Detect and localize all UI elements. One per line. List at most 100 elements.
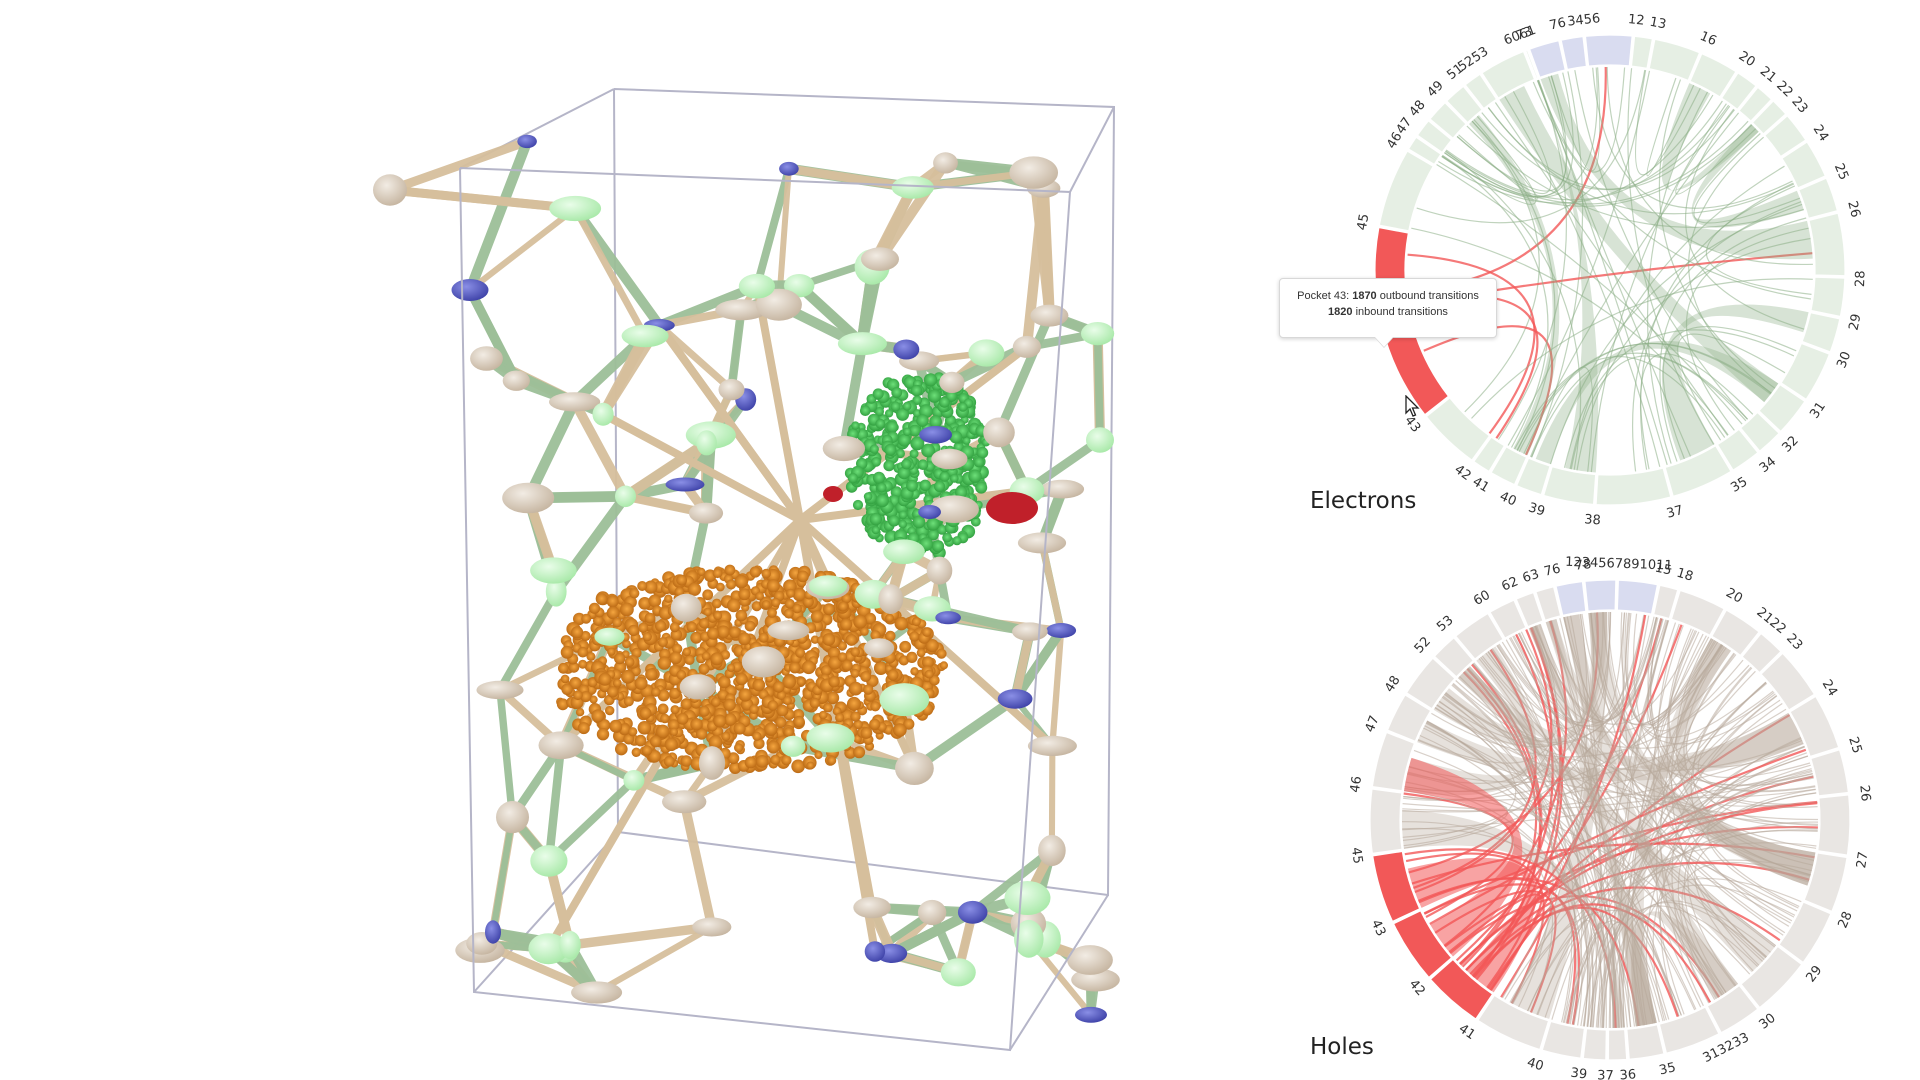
pocket-arc[interactable] bbox=[1670, 589, 1725, 637]
pocket-arc[interactable] bbox=[1781, 141, 1827, 189]
pocket-arc[interactable] bbox=[1720, 72, 1757, 111]
pocket-arc[interactable] bbox=[1584, 34, 1633, 67]
pocket-arc[interactable] bbox=[1489, 599, 1527, 639]
pocket-arc[interactable] bbox=[1445, 85, 1483, 124]
pocket-arc[interactable] bbox=[1477, 994, 1550, 1051]
pocket-arc[interactable] bbox=[1490, 445, 1528, 486]
pocket-arc[interactable] bbox=[1481, 50, 1536, 99]
pocket-arc[interactable] bbox=[1810, 276, 1846, 318]
pocket-arc[interactable] bbox=[1751, 100, 1787, 135]
pocket-arc[interactable] bbox=[1763, 114, 1807, 158]
transition-tube bbox=[597, 330, 651, 420]
pocket-arc[interactable] bbox=[1741, 632, 1782, 674]
pocket-arc[interactable] bbox=[1817, 794, 1851, 856]
orange-cluster-particle bbox=[669, 727, 679, 737]
pocket-arc[interactable] bbox=[1797, 177, 1839, 220]
pocket-arc[interactable] bbox=[1374, 226, 1450, 416]
orange-cluster-particle bbox=[850, 668, 860, 678]
pocket-arc[interactable] bbox=[1789, 695, 1840, 758]
pocket-arc[interactable] bbox=[1560, 35, 1588, 71]
pocket-arc[interactable] bbox=[1386, 694, 1432, 743]
green-cluster-particle bbox=[902, 401, 912, 411]
pocket-arc[interactable] bbox=[1584, 579, 1617, 612]
pocket-arc[interactable] bbox=[1416, 119, 1453, 154]
pocket-node bbox=[780, 735, 806, 757]
pocket-arc[interactable] bbox=[1626, 1023, 1665, 1060]
electrons-ring[interactable] bbox=[1374, 34, 1846, 506]
pocket-arc[interactable] bbox=[1454, 612, 1504, 660]
transition-chord bbox=[1640, 353, 1754, 470]
pocket-arc[interactable] bbox=[1658, 1006, 1720, 1054]
pocket-arc[interactable] bbox=[1739, 411, 1780, 452]
pocket-arc[interactable] bbox=[1369, 788, 1403, 855]
pocket-arc[interactable] bbox=[1429, 958, 1494, 1020]
green-cluster-particle bbox=[884, 443, 897, 456]
pocket-arc[interactable] bbox=[1760, 652, 1816, 711]
pocket-arc[interactable] bbox=[1541, 1020, 1586, 1059]
pocket-arc[interactable] bbox=[1808, 212, 1846, 277]
transition-chord bbox=[1404, 790, 1590, 1027]
pocket-arc[interactable] bbox=[1473, 436, 1506, 473]
green-cluster-particle bbox=[847, 473, 859, 484]
pocket-arc[interactable] bbox=[1716, 428, 1759, 471]
pocket-arc[interactable] bbox=[1740, 945, 1803, 1009]
pocket-arc[interactable] bbox=[1407, 136, 1442, 166]
orange-cluster-particle bbox=[637, 721, 652, 735]
pocket-arc[interactable] bbox=[1630, 35, 1654, 70]
pocket-arc[interactable] bbox=[1648, 38, 1701, 82]
orange-cluster-particle bbox=[806, 761, 815, 770]
pocket-arc[interactable] bbox=[1778, 901, 1832, 964]
pocket-arc[interactable] bbox=[1780, 342, 1831, 401]
green-cluster-particle bbox=[910, 436, 925, 451]
pocket-arc[interactable] bbox=[1515, 591, 1544, 628]
orange-cluster-particle bbox=[767, 607, 777, 618]
pocket-arc[interactable] bbox=[1607, 1028, 1628, 1061]
pocket-arc[interactable] bbox=[1515, 457, 1551, 496]
orange-cluster-particle bbox=[657, 637, 668, 648]
pocket-arc[interactable] bbox=[1555, 580, 1587, 617]
pocket-arc[interactable] bbox=[1652, 584, 1679, 620]
network-3d-view[interactable] bbox=[0, 0, 1280, 1080]
pocket-node bbox=[1067, 945, 1113, 975]
pocket-arc[interactable] bbox=[1689, 52, 1737, 98]
pocket-arc[interactable] bbox=[1371, 731, 1416, 792]
orange-cluster-particle bbox=[629, 588, 640, 599]
pocket-arc[interactable] bbox=[1803, 852, 1848, 913]
pocket-arc[interactable] bbox=[1392, 909, 1453, 979]
pocket-node bbox=[767, 620, 810, 641]
pocket-arc[interactable] bbox=[1706, 984, 1759, 1034]
pocket-arc[interactable] bbox=[1810, 749, 1850, 797]
pocket-arc[interactable] bbox=[1542, 465, 1597, 506]
pocket-arc[interactable] bbox=[1405, 657, 1456, 710]
pocket-arc[interactable] bbox=[1738, 86, 1773, 122]
orange-cluster-particle bbox=[929, 675, 940, 686]
pocket-arc[interactable] bbox=[1464, 73, 1498, 110]
holes-ring[interactable] bbox=[1369, 579, 1851, 1061]
pocket-arc[interactable] bbox=[1535, 586, 1562, 622]
transition-chord bbox=[1659, 909, 1723, 1008]
pocket-arc[interactable] bbox=[1378, 150, 1435, 232]
pocket-arc[interactable] bbox=[1710, 609, 1760, 657]
pocket-arc[interactable] bbox=[1758, 383, 1806, 433]
transition-chord bbox=[1511, 614, 1588, 1004]
pocket-arc[interactable] bbox=[1616, 579, 1659, 615]
pocket-arc[interactable] bbox=[1425, 397, 1491, 461]
pocket-arc[interactable] bbox=[1801, 311, 1841, 353]
pocket-arc[interactable] bbox=[1582, 1028, 1607, 1061]
transition-chord bbox=[1514, 356, 1726, 450]
pocket-node bbox=[853, 896, 891, 919]
orange-cluster-particle bbox=[676, 574, 687, 586]
pocket-arc[interactable] bbox=[1433, 636, 1475, 678]
pocket-arc[interactable] bbox=[1429, 101, 1467, 140]
orange-cluster-particle bbox=[910, 667, 919, 676]
pocket-arc[interactable] bbox=[1595, 467, 1672, 506]
green-cluster-particle bbox=[927, 389, 942, 403]
pocket-arc[interactable] bbox=[1372, 850, 1421, 923]
orange-cluster-particle bbox=[593, 615, 604, 626]
transition-chord bbox=[1516, 343, 1771, 451]
pocket-arc[interactable] bbox=[1664, 444, 1732, 498]
pocket-arc[interactable] bbox=[1528, 39, 1566, 79]
pocket-arc[interactable] bbox=[1525, 49, 1539, 80]
